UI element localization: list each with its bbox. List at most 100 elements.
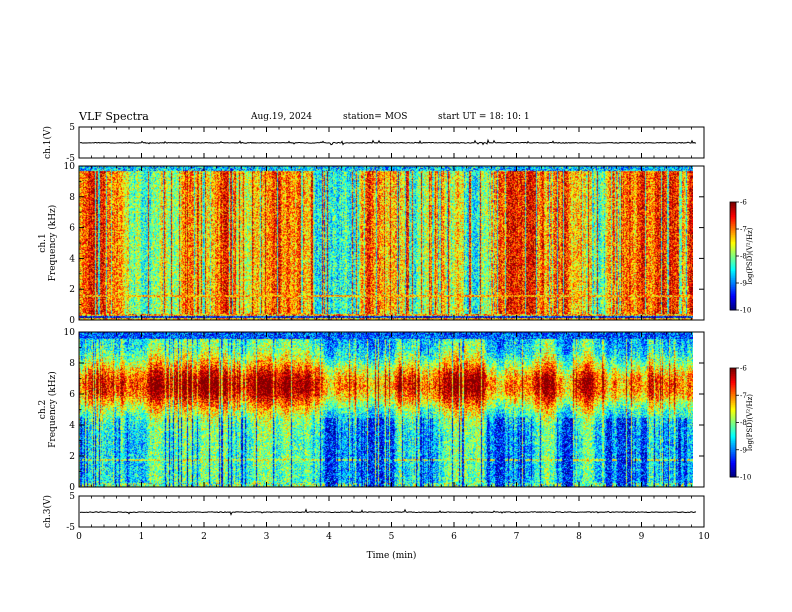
colorbar-segment: [730, 275, 736, 279]
colorbar-label: log(PSD)(V²/Hz): [746, 227, 754, 284]
colorbar-segment: [730, 444, 736, 447]
colorbar-segment: [730, 270, 736, 273]
colorbar-segment: [730, 266, 736, 270]
y-tick-label: -5: [66, 523, 75, 533]
colorbar-segment: [730, 471, 736, 474]
colorbar-segment: [730, 248, 736, 252]
colorbar-segment: [730, 281, 736, 284]
colorbar-segment: [730, 236, 736, 239]
colorbar-segment: [730, 257, 736, 261]
colorbar-segment: [730, 216, 736, 219]
colorbar-segment: [730, 293, 736, 297]
colorbar-segment: [730, 475, 736, 478]
y-tick-label: -5: [66, 154, 75, 164]
colorbar-segment: [730, 230, 736, 234]
ch3-waveform-trace: [79, 508, 697, 516]
colorbar-tick-label: -9: [740, 280, 747, 288]
colorbar-segment: [730, 440, 736, 443]
colorbar-segment: [730, 382, 736, 385]
colorbar-segment: [730, 457, 736, 460]
colorbar-segment: [730, 211, 736, 214]
y-axis-label: ch.1(V): [42, 126, 53, 159]
colorbar-segment: [730, 286, 736, 289]
colorbar-segment: [730, 377, 736, 380]
y-tick-label: 0: [69, 483, 75, 493]
y-tick-label: 10: [64, 162, 76, 172]
colorbar-segment: [730, 225, 736, 228]
colorbar-segment: [730, 402, 736, 405]
y-tick-label: 8: [69, 193, 75, 203]
y-tick-label: 6: [69, 390, 75, 400]
colorbar-segment: [730, 304, 736, 307]
colorbar-segment: [730, 437, 736, 440]
colorbar-segment: [730, 427, 736, 431]
spectrogram-image-ch2: [79, 332, 693, 487]
colorbar-tick-label: -6: [740, 365, 747, 373]
colorbar-segment: [730, 467, 736, 471]
colorbar-segment: [730, 389, 736, 393]
x-tick-label: 2: [201, 532, 207, 542]
colorbar-segment: [730, 429, 736, 433]
colorbar-tick-label: -8: [740, 419, 747, 427]
colorbar-segment: [730, 466, 736, 469]
colorbar-segment: [730, 413, 736, 416]
colorbar-segment: [730, 290, 736, 293]
y-tick-label: 4: [69, 254, 75, 264]
x-tick-label: 4: [326, 532, 332, 542]
colorbar-segment: [730, 308, 736, 311]
colorbar-segment: [730, 407, 736, 411]
colorbar-segment: [730, 442, 736, 445]
colorbar-segment: [730, 371, 736, 374]
start-time-label: start UT = 18: 10: 1: [438, 112, 530, 122]
colorbar-segment: [730, 375, 736, 378]
colorbar-segment: [730, 409, 736, 413]
colorbar-segment: [730, 272, 736, 275]
x-tick-label: 10: [698, 532, 710, 542]
colorbar-segment: [730, 458, 736, 462]
colorbar-segment: [730, 232, 736, 235]
colorbar-segment: [730, 431, 736, 434]
colorbar-segment: [730, 214, 736, 217]
colorbar-segment: [730, 274, 736, 277]
colorbar-tick-label: -7: [740, 392, 747, 400]
x-tick-label: 0: [76, 532, 82, 542]
y-tick-label: 5: [69, 492, 75, 502]
colorbar-segment: [730, 420, 736, 423]
colorbar-segment: [730, 297, 736, 300]
colorbar-segment: [730, 247, 736, 250]
colorbar-segment: [730, 205, 736, 208]
colorbar-segment: [730, 417, 736, 420]
colorbar-segment: [730, 473, 736, 476]
colorbar-segment: [730, 424, 736, 427]
colorbar-segment: [730, 301, 736, 304]
colorbar-segment: [730, 451, 736, 454]
colorbar-segment: [730, 203, 736, 207]
date-label: Aug.19, 2024: [251, 112, 312, 122]
colorbar-tick-label: -7: [740, 226, 747, 234]
colorbar-segment: [730, 426, 736, 429]
colorbar-segment: [730, 306, 736, 309]
colorbar-segment: [730, 250, 736, 253]
colorbar-segment: [730, 209, 736, 212]
y-axis-label: Frequency (kHz): [47, 371, 58, 448]
colorbar-tick-label: -9: [740, 446, 747, 454]
x-tick-label: 5: [389, 532, 395, 542]
colorbar-segment: [730, 400, 736, 404]
colorbar-segment: [730, 218, 736, 221]
colorbar-segment: [730, 369, 736, 373]
colorbar-segment: [730, 391, 736, 394]
colorbar-segment: [730, 411, 736, 414]
colorbar-segment: [730, 433, 736, 436]
colorbar-segment: [730, 221, 736, 225]
colorbar-segment: [730, 393, 736, 396]
colorbar-segment: [730, 418, 736, 422]
y-tick-label: 4: [69, 421, 75, 431]
colorbar-segment: [730, 435, 736, 438]
ch1-waveform-trace: [79, 138, 697, 146]
colorbar-tick-label: -8: [740, 253, 747, 261]
y-axis-label: ch.2: [38, 400, 48, 419]
y-tick-label: 2: [69, 452, 75, 462]
colorbar-segment: [730, 462, 736, 465]
colorbar-segment: [730, 284, 736, 288]
colorbar-segment: [730, 449, 736, 453]
